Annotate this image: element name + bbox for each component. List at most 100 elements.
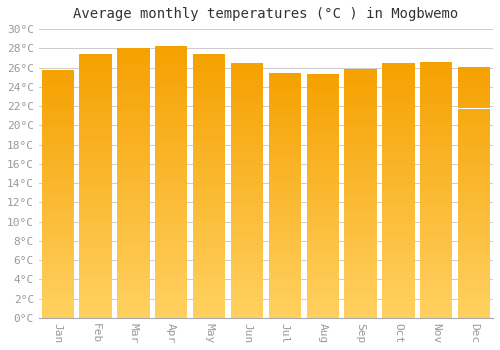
Bar — [231, 284, 263, 288]
Bar — [306, 257, 339, 261]
Bar — [118, 161, 150, 165]
Bar — [193, 182, 225, 186]
Bar — [306, 180, 339, 184]
Bar — [420, 224, 452, 228]
Bar — [231, 199, 263, 203]
Bar — [231, 114, 263, 118]
Bar — [420, 156, 452, 160]
Bar — [42, 127, 74, 132]
Bar — [80, 168, 112, 173]
Bar — [420, 105, 452, 109]
Bar — [42, 115, 74, 119]
Bar — [382, 131, 414, 135]
Bar — [458, 301, 490, 306]
Bar — [193, 239, 225, 243]
Bar — [420, 173, 452, 177]
Bar — [458, 314, 490, 318]
Bar — [458, 251, 490, 255]
Bar — [155, 246, 188, 250]
Bar — [231, 76, 263, 80]
Bar — [458, 247, 490, 251]
Bar — [306, 111, 339, 115]
Bar — [344, 260, 376, 264]
Bar — [118, 93, 150, 98]
Bar — [420, 113, 452, 117]
Bar — [458, 222, 490, 226]
Bar — [80, 160, 112, 164]
Bar — [344, 160, 376, 164]
Bar — [231, 118, 263, 122]
Bar — [382, 88, 414, 92]
Bar — [231, 258, 263, 262]
Bar — [118, 156, 150, 161]
Bar — [458, 201, 490, 205]
Bar — [382, 258, 414, 262]
Bar — [42, 98, 74, 103]
Bar — [344, 226, 376, 231]
Bar — [231, 80, 263, 84]
Bar — [80, 247, 112, 252]
Bar — [344, 293, 376, 297]
Bar — [42, 218, 74, 223]
Bar — [382, 229, 414, 233]
Bar — [80, 103, 112, 107]
Bar — [382, 301, 414, 305]
Bar — [118, 228, 150, 232]
Bar — [155, 223, 188, 228]
Bar — [269, 208, 301, 212]
Bar — [193, 146, 225, 151]
Bar — [420, 207, 452, 211]
Bar — [80, 190, 112, 195]
Bar — [269, 118, 301, 122]
Bar — [382, 224, 414, 229]
Bar — [193, 252, 225, 257]
Bar — [80, 72, 112, 76]
Bar — [193, 283, 225, 287]
Bar — [118, 116, 150, 120]
Bar — [420, 109, 452, 113]
Bar — [193, 168, 225, 173]
Bar — [420, 292, 452, 296]
Bar — [155, 114, 188, 119]
Bar — [155, 47, 188, 51]
Bar — [118, 259, 150, 264]
Bar — [118, 170, 150, 174]
Bar — [42, 173, 74, 177]
Bar — [306, 152, 339, 155]
Bar — [231, 267, 263, 271]
Bar — [118, 205, 150, 210]
Bar — [458, 188, 490, 192]
Bar — [80, 155, 112, 160]
Bar — [42, 198, 74, 202]
Bar — [344, 164, 376, 168]
Bar — [269, 106, 301, 110]
Bar — [118, 309, 150, 314]
Bar — [306, 233, 339, 237]
Bar — [306, 302, 339, 306]
Bar — [458, 230, 490, 234]
Bar — [118, 62, 150, 66]
Bar — [193, 274, 225, 278]
Bar — [155, 150, 188, 155]
Bar — [420, 66, 452, 70]
Bar — [155, 196, 188, 200]
Bar — [42, 177, 74, 181]
Bar — [382, 195, 414, 199]
Bar — [420, 245, 452, 250]
Bar — [155, 141, 188, 146]
Bar — [382, 114, 414, 118]
Bar — [458, 272, 490, 276]
Bar — [193, 261, 225, 265]
Bar — [42, 165, 74, 169]
Bar — [231, 97, 263, 101]
Bar — [382, 161, 414, 165]
Bar — [80, 199, 112, 204]
Bar — [269, 183, 301, 188]
Bar — [231, 148, 263, 152]
Bar — [269, 236, 301, 240]
Bar — [420, 100, 452, 105]
Bar — [118, 152, 150, 156]
Bar — [344, 264, 376, 268]
Bar — [231, 297, 263, 301]
Bar — [42, 264, 74, 268]
